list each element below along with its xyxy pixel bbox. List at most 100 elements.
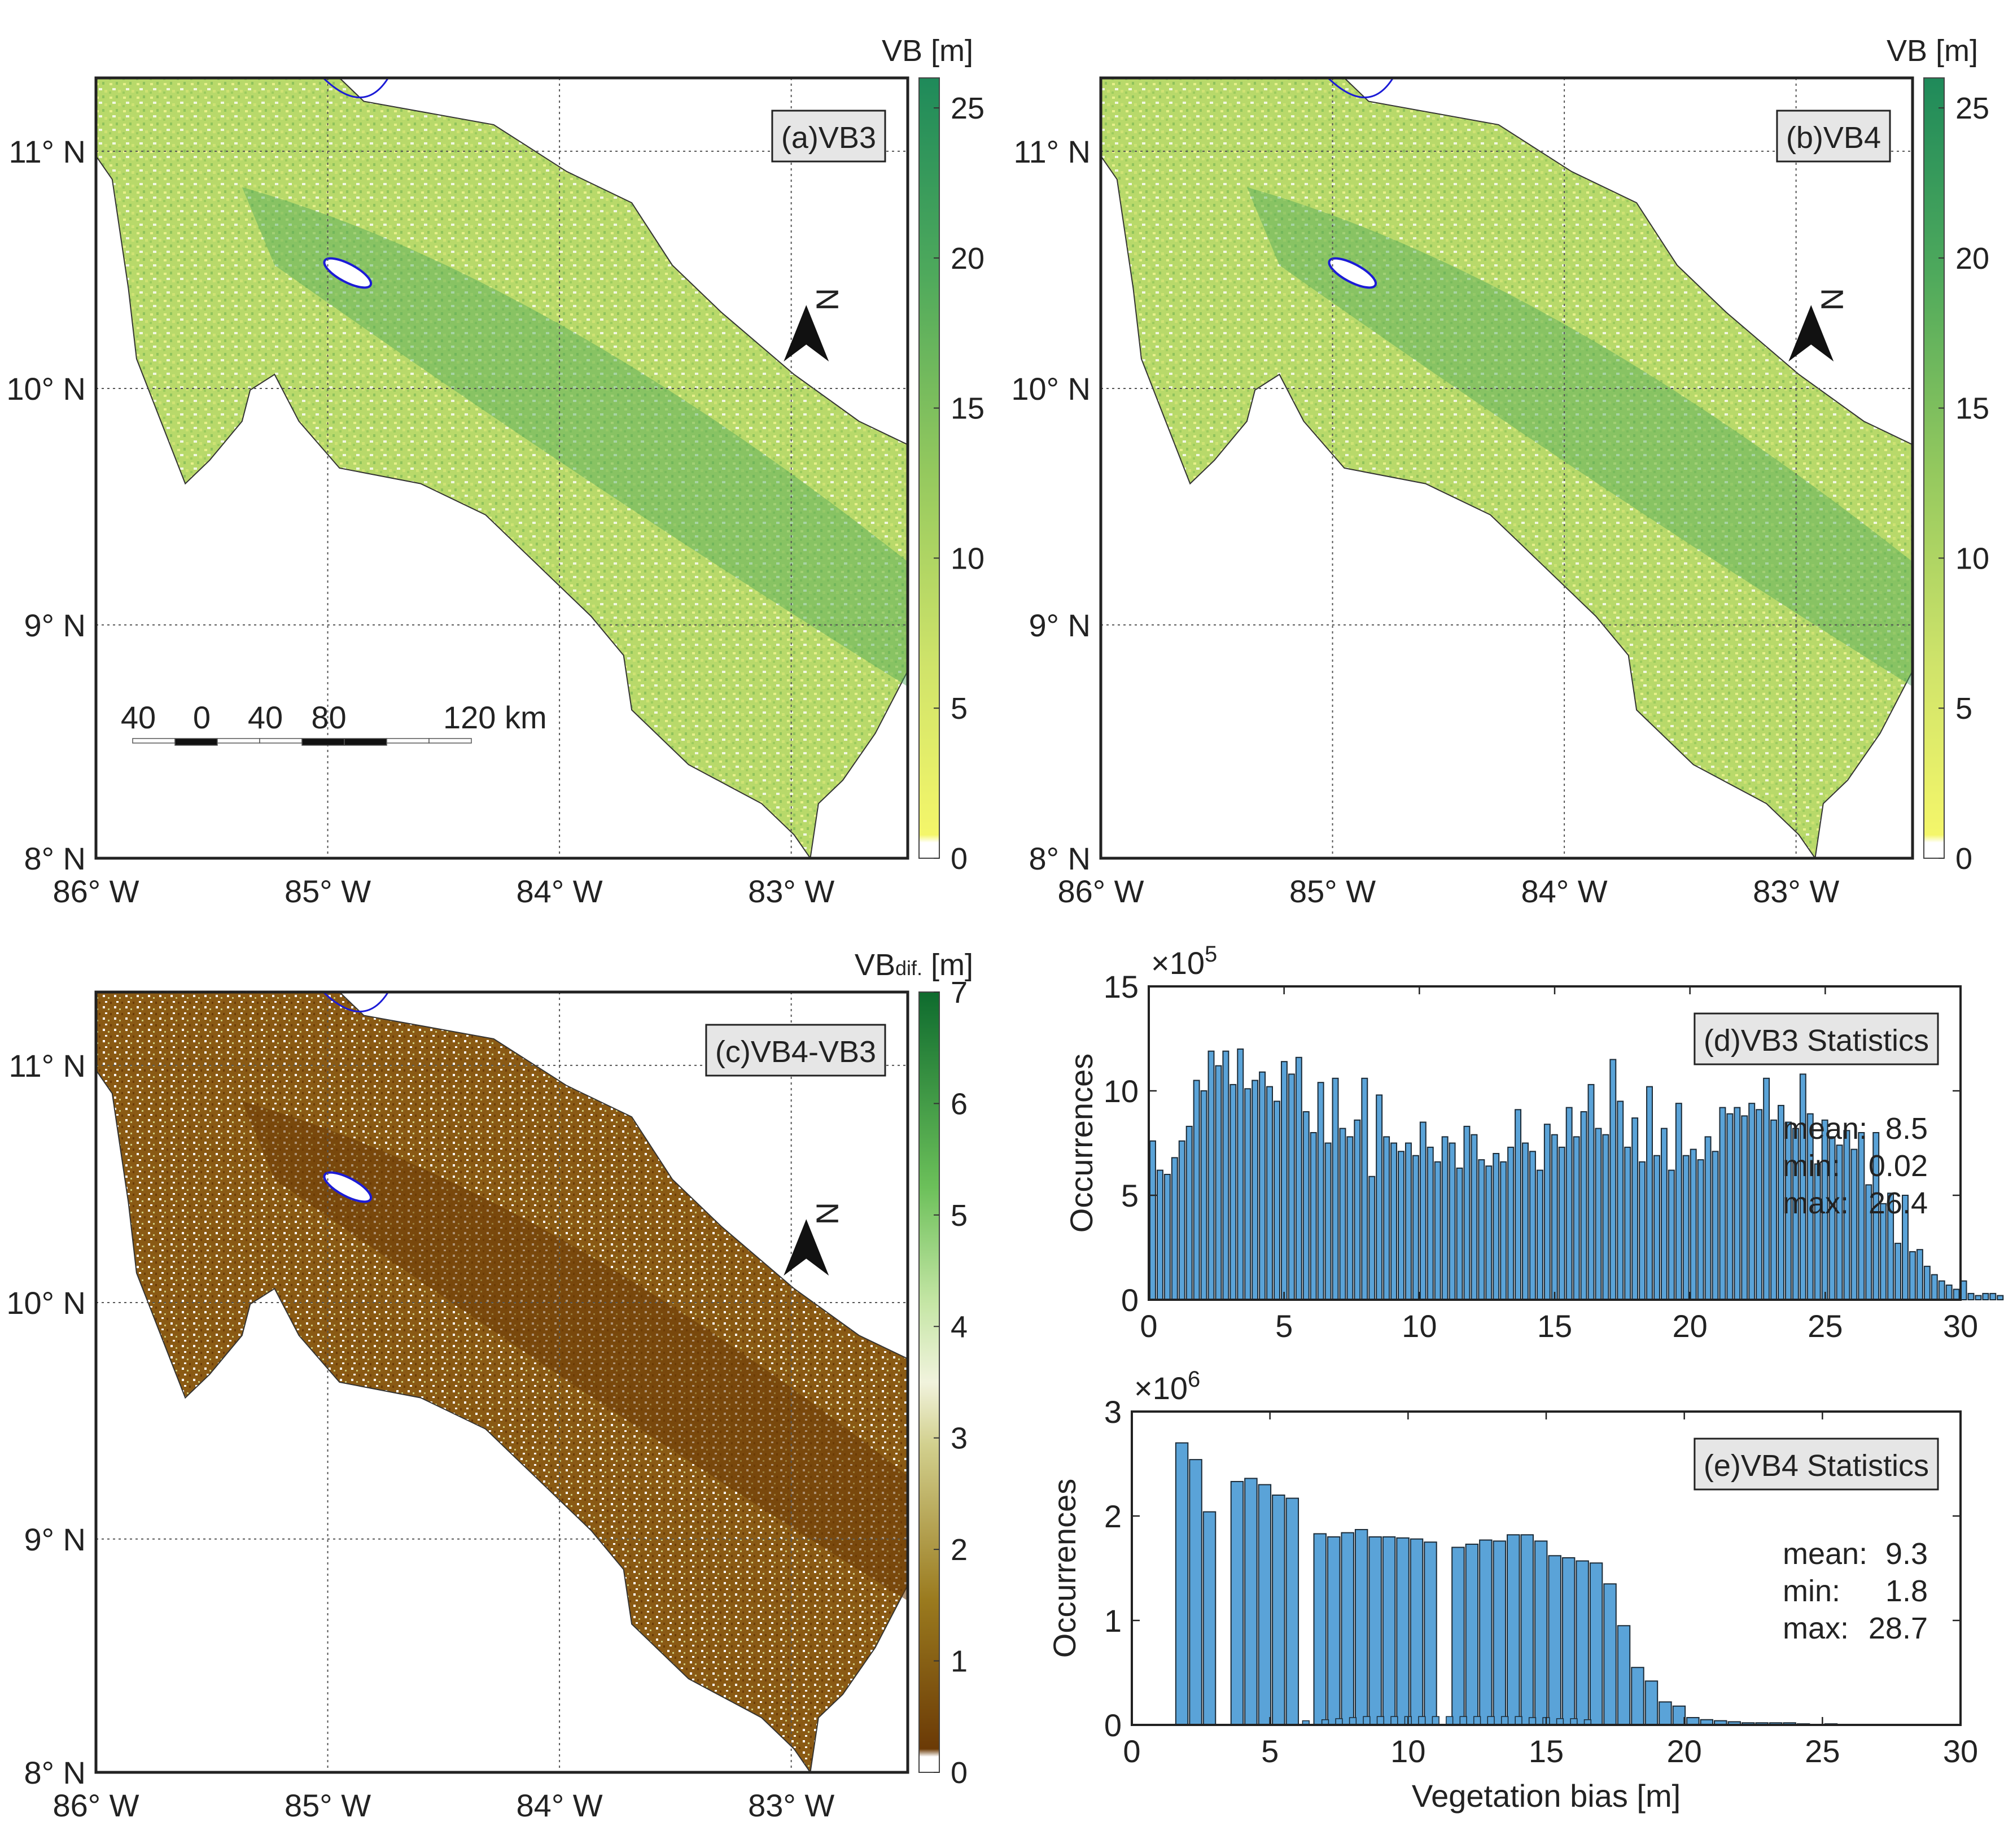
histogram-bar — [1398, 1151, 1404, 1301]
histogram-bar — [1719, 1107, 1726, 1300]
histogram-bar — [1734, 1107, 1741, 1300]
lon-tick-label: 85° W — [285, 1788, 371, 1823]
map-panel-c: 86° W 85° W 84° W 83° W 11° N 10° N 9° N 8° N (c… — [6, 948, 973, 1823]
north-arrow-icon: N — [1788, 288, 1850, 362]
stat-name: mean: — [1783, 1112, 1867, 1146]
x-tick-label: 25 — [1805, 1733, 1840, 1769]
histogram-bar — [1551, 1134, 1558, 1300]
histogram-bar — [1631, 1667, 1644, 1725]
histogram-bar — [1756, 1109, 1763, 1301]
y-axis-label: Occurrences — [1064, 1054, 1099, 1233]
y-tick-label: 1 — [1104, 1603, 1122, 1639]
map-panel-b: 86° W 85° W 84° W 83° W 11° N 10° N 9° N 8° N (b… — [1011, 34, 1989, 909]
lake-shore — [1327, 78, 1394, 98]
histogram-bar — [1332, 1077, 1339, 1301]
histogram-bar — [1230, 1480, 1244, 1725]
histogram-bar — [1536, 1169, 1543, 1301]
map-frame — [1099, 76, 1914, 860]
colorbar — [918, 991, 940, 1773]
histogram-bar — [1189, 1459, 1202, 1726]
histogram-bar — [1587, 1084, 1595, 1301]
histogram-bar — [1252, 1080, 1259, 1300]
histogram-bar — [1463, 1125, 1471, 1301]
lat-tick-label: 9° N — [24, 608, 86, 643]
north-label: N — [1814, 288, 1850, 311]
histogram-bar-minor — [1487, 1716, 1495, 1725]
histogram-bar — [1258, 1484, 1272, 1725]
lat-tick-label: 8° N — [24, 1755, 86, 1790]
histogram-bar — [1285, 1497, 1299, 1726]
stat-name: min: — [1783, 1574, 1840, 1608]
lat-tick-label: 10° N — [6, 371, 86, 407]
histogram-bar — [1185, 1125, 1193, 1301]
histogram-bar — [1175, 1442, 1189, 1725]
panel-label-box — [705, 1024, 886, 1077]
panel-label-box — [771, 110, 886, 163]
stat-value: 9.3 — [1885, 1537, 1928, 1571]
histogram-bar — [1274, 1100, 1280, 1300]
panel-label-box — [1776, 110, 1891, 163]
lat-tick-label: 9° N — [24, 1522, 86, 1557]
lat-tick-label: 8° N — [24, 841, 86, 876]
histogram-bar — [1923, 1265, 1931, 1301]
histogram-bar — [1471, 1134, 1478, 1300]
histogram-bar — [1376, 1094, 1383, 1301]
stat-name: min: — [1783, 1149, 1840, 1183]
colorbar-tick-label: 4 — [951, 1310, 968, 1344]
y-tick-label: 5 — [1121, 1178, 1139, 1213]
histogram-bar — [1341, 1532, 1354, 1726]
lon-tick-label: 83° W — [748, 873, 834, 909]
histogram-bar — [1390, 1142, 1398, 1300]
histogram-bar — [1522, 1142, 1529, 1300]
histogram-bar — [1953, 1288, 1960, 1300]
histogram-bar — [1763, 1077, 1770, 1301]
y-tick-label: 10 — [1104, 1073, 1139, 1109]
histogram-bar — [1178, 1140, 1185, 1301]
x-tick-label: 0 — [1140, 1308, 1157, 1344]
histogram-bar — [1659, 1701, 1672, 1726]
histogram-bar — [1573, 1136, 1580, 1301]
histogram-bar — [1163, 1174, 1171, 1300]
histogram-bar — [1931, 1274, 1938, 1301]
colorbar-tick-label: 0 — [951, 842, 968, 876]
histogram-bar — [1507, 1534, 1520, 1726]
x-tick-label: 25 — [1808, 1308, 1843, 1344]
x-tick-label: 15 — [1529, 1733, 1564, 1769]
histogram-bar — [1354, 1119, 1361, 1301]
histogram-bar — [1595, 1128, 1602, 1300]
histogram-bar — [1280, 1061, 1288, 1300]
histogram-bar — [1712, 1151, 1719, 1301]
histogram-bar — [1858, 1132, 1865, 1300]
histogram-bar — [1259, 1071, 1266, 1300]
x-tick-label: 5 — [1261, 1733, 1279, 1769]
histogram-bar — [1295, 1056, 1302, 1301]
histogram-bar — [1207, 1050, 1215, 1300]
lon-tick-label: 85° W — [1289, 873, 1376, 909]
histogram-bar — [1288, 1073, 1295, 1301]
histogram-bar-minor — [1473, 1716, 1481, 1725]
histogram-bar — [1580, 1111, 1587, 1300]
lake-nicaragua — [323, 257, 373, 289]
scale-bar-label: 0 — [193, 700, 211, 735]
stat-name: max: — [1783, 1611, 1849, 1645]
x-axis-label: Vegetation bias [m] — [1412, 1778, 1681, 1814]
histogram-bar — [1200, 1090, 1207, 1300]
histogram-bar-minor — [1418, 1716, 1426, 1725]
histogram-bar — [1171, 1157, 1178, 1300]
histogram-bar — [1478, 1159, 1485, 1301]
histogram-bar — [1215, 1065, 1222, 1300]
y-exponent-label: ×106 — [1134, 1367, 1200, 1406]
histogram-bar — [1451, 1546, 1465, 1725]
stat-value: 8.5 — [1885, 1112, 1928, 1146]
y-tick-label: 0 — [1121, 1282, 1139, 1318]
histogram-bar — [1675, 1103, 1682, 1300]
lat-tick-label: 11° N — [1013, 134, 1091, 169]
colorbar-tick-label: 15 — [951, 392, 985, 426]
map-land-layer — [96, 992, 908, 1772]
land-mass — [96, 78, 908, 858]
histogram-bar — [1324, 1142, 1332, 1300]
histogram-bar — [1644, 1680, 1659, 1726]
histogram-bar — [1317, 1082, 1324, 1300]
colorbar-tick-label: 10 — [951, 541, 985, 575]
histogram-bar — [1272, 1495, 1285, 1725]
